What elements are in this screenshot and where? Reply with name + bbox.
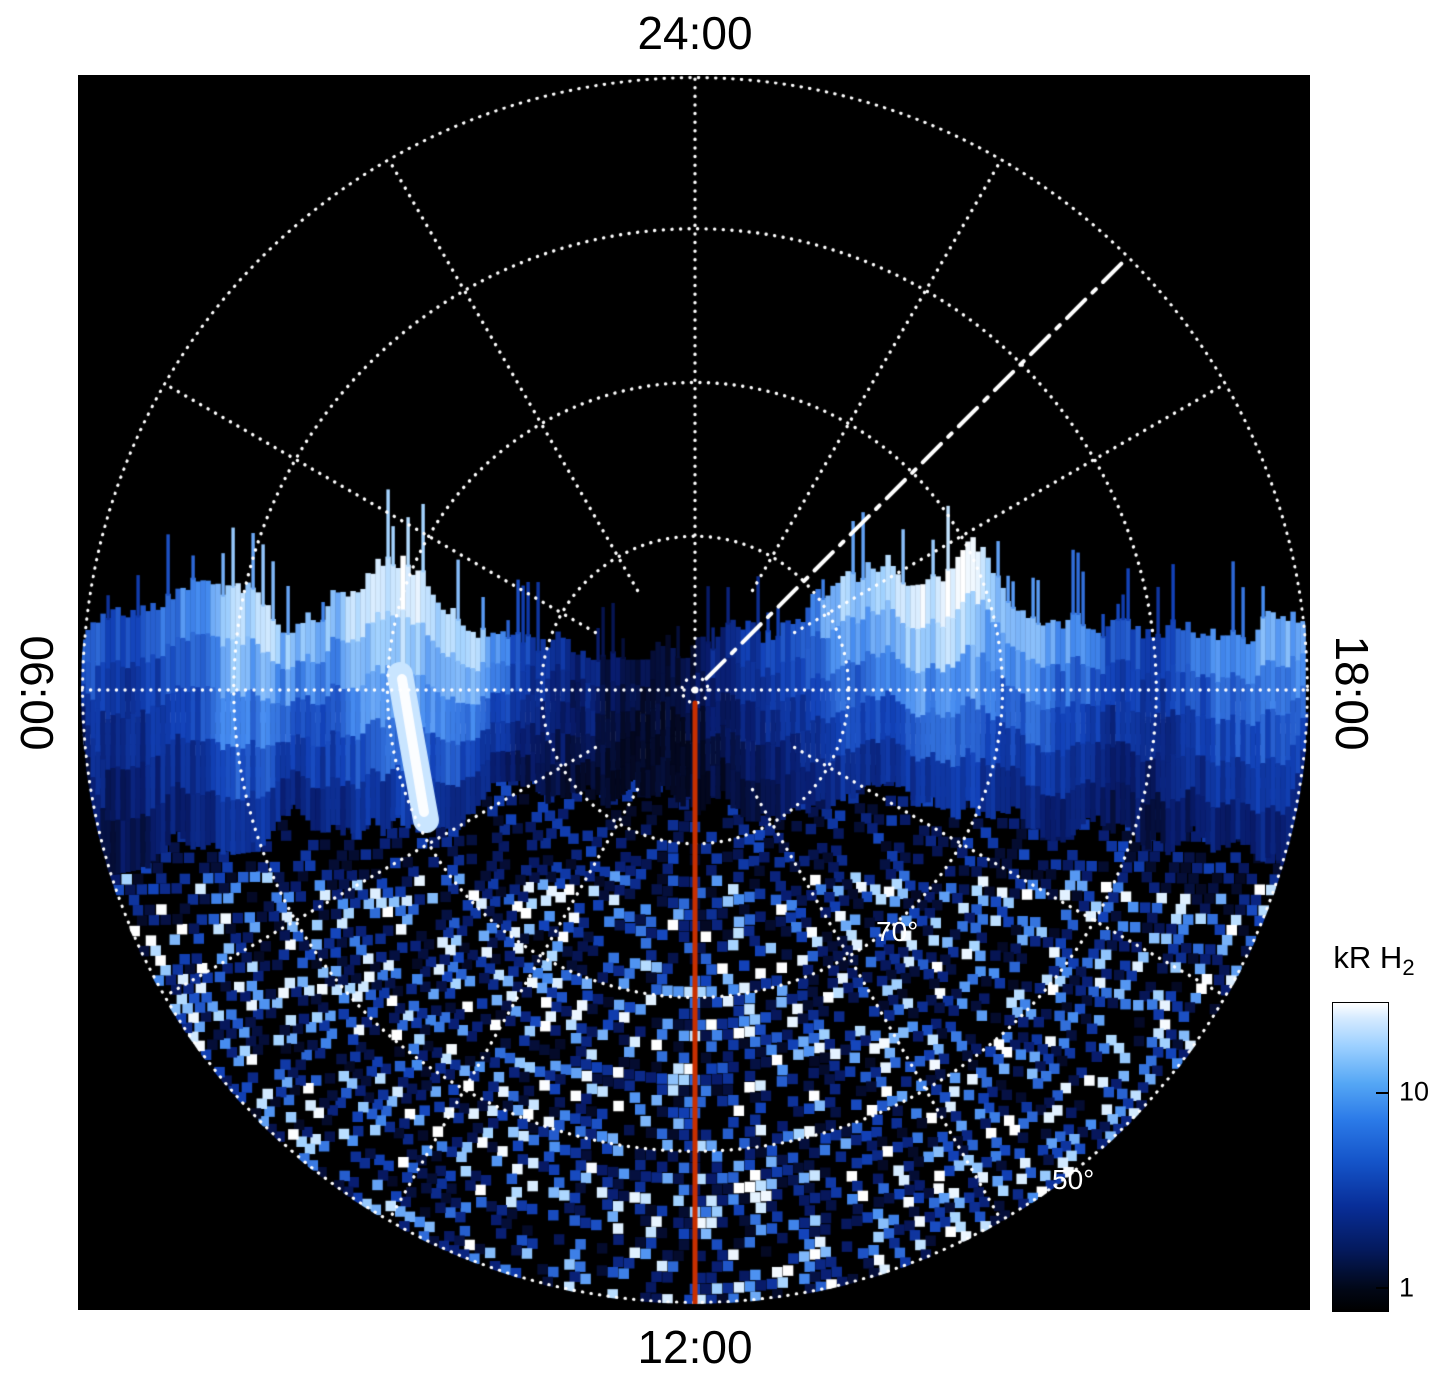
colorbar-title: kR H2 xyxy=(1316,940,1432,981)
local-time-label-0600: 06:00 xyxy=(11,635,63,751)
local-time-label-1800: 18:00 xyxy=(1326,635,1378,751)
colorbar-title-subscript: 2 xyxy=(1402,955,1415,981)
aurora-polar-heatmap xyxy=(78,75,1310,1310)
colorbar-tick-10 xyxy=(1376,1091,1388,1094)
colorbar-gradient xyxy=(1333,1003,1388,1311)
local-time-label-2400: 24:00 xyxy=(637,7,753,59)
colorbar-tick-1 xyxy=(1376,1287,1388,1290)
latitude-label-70: 70° xyxy=(876,916,919,947)
latitude-label-50: 50° xyxy=(1052,1164,1095,1195)
polar-plot-area xyxy=(78,75,1310,1310)
colorbar-title-text: kR H xyxy=(1333,940,1403,975)
local-time-label-1200: 12:00 xyxy=(637,1321,753,1373)
colorbar-tick-label-1: 1 xyxy=(1399,1272,1415,1303)
colorbar xyxy=(1332,1002,1389,1312)
colorbar-tick-label-10: 10 xyxy=(1399,1076,1430,1107)
